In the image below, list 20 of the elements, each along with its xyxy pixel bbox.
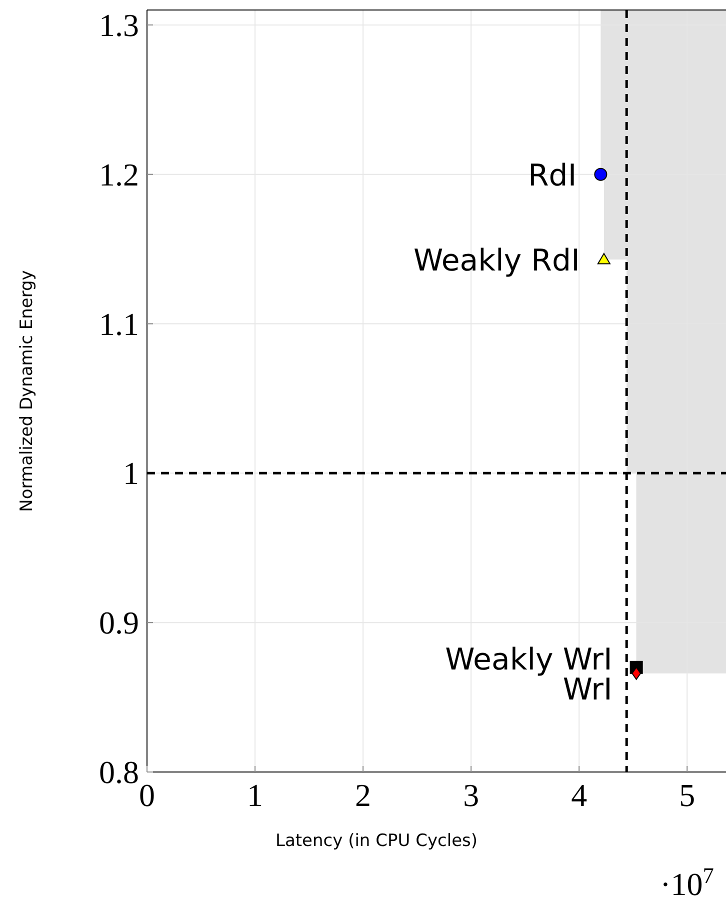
y-tick-label: 0.8 bbox=[99, 754, 139, 790]
point bbox=[632, 666, 642, 680]
point bbox=[594, 168, 608, 181]
x-tick-label: 2 bbox=[355, 777, 372, 813]
x-tick-label: 4 bbox=[571, 777, 588, 813]
point bbox=[597, 253, 610, 264]
x-tick-label: 5 bbox=[679, 777, 696, 813]
text: ·10$^{7}$ bbox=[660, 862, 714, 902]
x-tick-label: 0 bbox=[139, 777, 155, 813]
x-tick-label: 3 bbox=[463, 777, 480, 813]
y-tick-label: 1 bbox=[123, 455, 139, 492]
y-axis-title: Normalized Dynamic Energy bbox=[17, 270, 37, 512]
x-axis-title: Latency (in CPU Cycles) bbox=[275, 831, 478, 851]
y-tick-label: 1.2 bbox=[99, 156, 139, 192]
y-tick-label: 1.3 bbox=[99, 6, 139, 43]
y-tick-label: 1.1 bbox=[99, 306, 139, 342]
y-tick-label: 0.9 bbox=[99, 604, 139, 641]
series-label: RdI bbox=[528, 158, 577, 194]
series-label: Weakly RdI bbox=[413, 244, 580, 279]
x-tick-label: 1 bbox=[247, 777, 264, 813]
